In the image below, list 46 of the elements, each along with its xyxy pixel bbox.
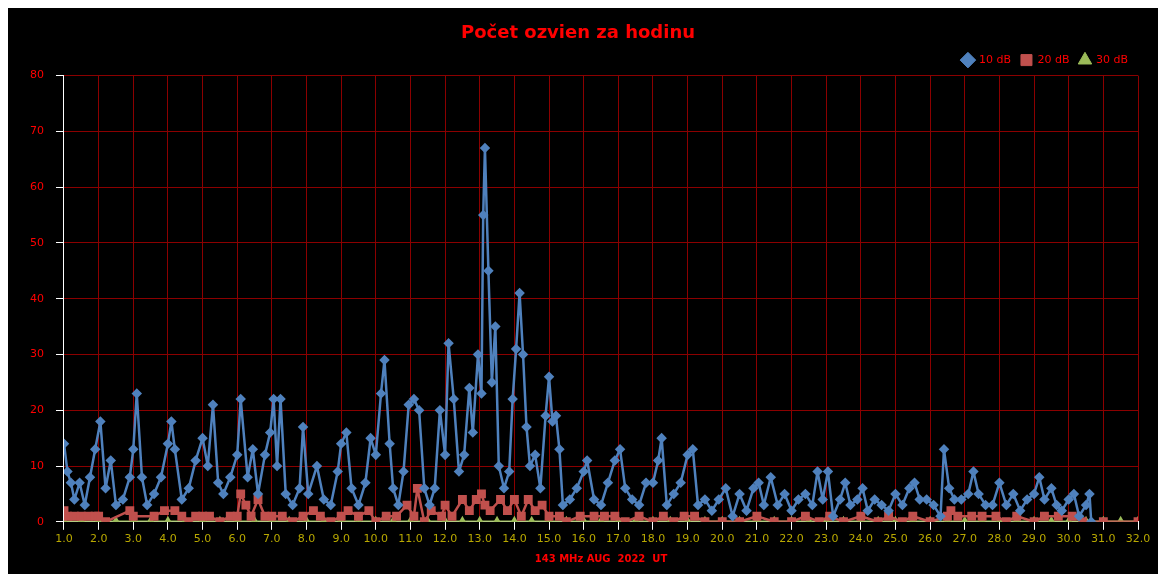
x-tick-label: 23.0: [813, 532, 839, 546]
x-tick-label: 14.0: [502, 532, 527, 546]
legend-label: 10 dB: [978, 52, 1011, 66]
x-tick-label: 20.0: [710, 532, 735, 546]
legend-label: 20 dB: [1037, 52, 1070, 66]
x-tick-label: 9.0: [332, 532, 350, 546]
x-tick-label: 1.0: [55, 532, 73, 546]
x-tick-label: 8.0: [297, 532, 316, 546]
y-tick-label: 60: [30, 180, 44, 194]
x-tick-label: 29.0: [1021, 532, 1047, 546]
legend-label: 30 dB: [1095, 52, 1129, 66]
y-tick-label: 80: [30, 68, 44, 82]
x-tick-label: 10.0: [363, 532, 389, 546]
y-tick-label: 20: [30, 403, 44, 417]
x-tick-label: 22.0: [779, 532, 804, 546]
y-tick-label: 30: [30, 347, 44, 361]
x-tick-label: 2.0: [89, 532, 108, 546]
x-axis-title: 143 MHz AUG 2022 UT: [534, 552, 668, 564]
x-tick-label: 25.0: [883, 532, 908, 546]
x-tick-label: 16.0: [571, 532, 596, 546]
x-tick-label: 17.0: [606, 532, 631, 546]
y-tick-label: 10: [30, 458, 44, 472]
x-tick-label: 4.0: [159, 532, 177, 546]
x-tick-label: 32.0: [1125, 532, 1151, 546]
x-tick-label: 12.0: [432, 532, 458, 546]
chart-title: Počet ozvien za hodinu: [460, 21, 696, 43]
x-tick-label: 26.0: [917, 532, 943, 546]
x-tick-label: 6.0: [228, 532, 246, 546]
x-tick-label: 5.0: [193, 532, 212, 546]
x-tick-label: 3.0: [124, 532, 143, 546]
x-tick-label: 21.0: [744, 532, 770, 546]
x-tick-label: 31.0: [1091, 532, 1116, 546]
x-tick-label: 7.0: [263, 532, 281, 546]
y-tick-label: 40: [30, 291, 44, 305]
x-tick-label: 15.0: [536, 532, 562, 546]
x-tick-label: 18.0: [640, 532, 666, 546]
x-tick-label: 28.0: [987, 532, 1012, 546]
x-tick-label: 13.0: [467, 532, 492, 546]
y-tick-label: 70: [30, 124, 44, 138]
y-tick-label: 0: [37, 514, 44, 528]
x-tick-label: 11.0: [398, 532, 423, 546]
y-tick-label: 50: [30, 235, 44, 249]
x-tick-label: 19.0: [675, 532, 700, 546]
x-tick-label: 24.0: [848, 532, 874, 546]
x-tick-label: 27.0: [952, 532, 978, 546]
x-tick-label: 30.0: [1056, 532, 1081, 546]
